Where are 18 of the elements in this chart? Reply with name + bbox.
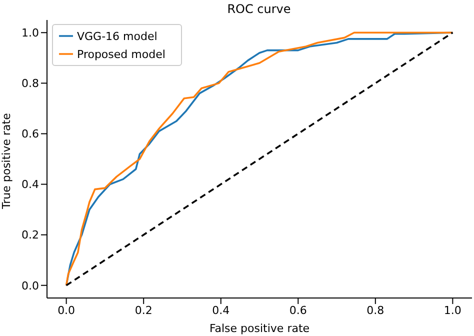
legend-label: Proposed model — [77, 48, 166, 61]
x-tick-label: 0.0 — [58, 304, 76, 317]
legend-label: VGG-16 model — [77, 30, 158, 43]
x-tick-label: 0.6 — [289, 304, 307, 317]
line-series — [65, 32, 454, 286]
y-tick-label: 0.8 — [22, 77, 39, 90]
x-tick-label: 0.2 — [134, 304, 152, 317]
y-tick-label: 0.2 — [22, 228, 39, 242]
x-tick-label: 0.4 — [212, 304, 230, 317]
x-tick-label: 0.8 — [366, 304, 384, 317]
y-tick-label: 0.0 — [22, 279, 39, 292]
chart-title: ROC curve — [226, 2, 292, 16]
y-tick-label: 0.6 — [22, 128, 39, 141]
y-tick-label: 1.0 — [22, 26, 39, 40]
x-tick-label: 1.0 — [444, 304, 462, 317]
y-tick-label: 0.4 — [22, 178, 39, 192]
y-axis-title: True positive rate — [0, 112, 13, 210]
x-axis-title: False positive rate — [209, 322, 310, 335]
